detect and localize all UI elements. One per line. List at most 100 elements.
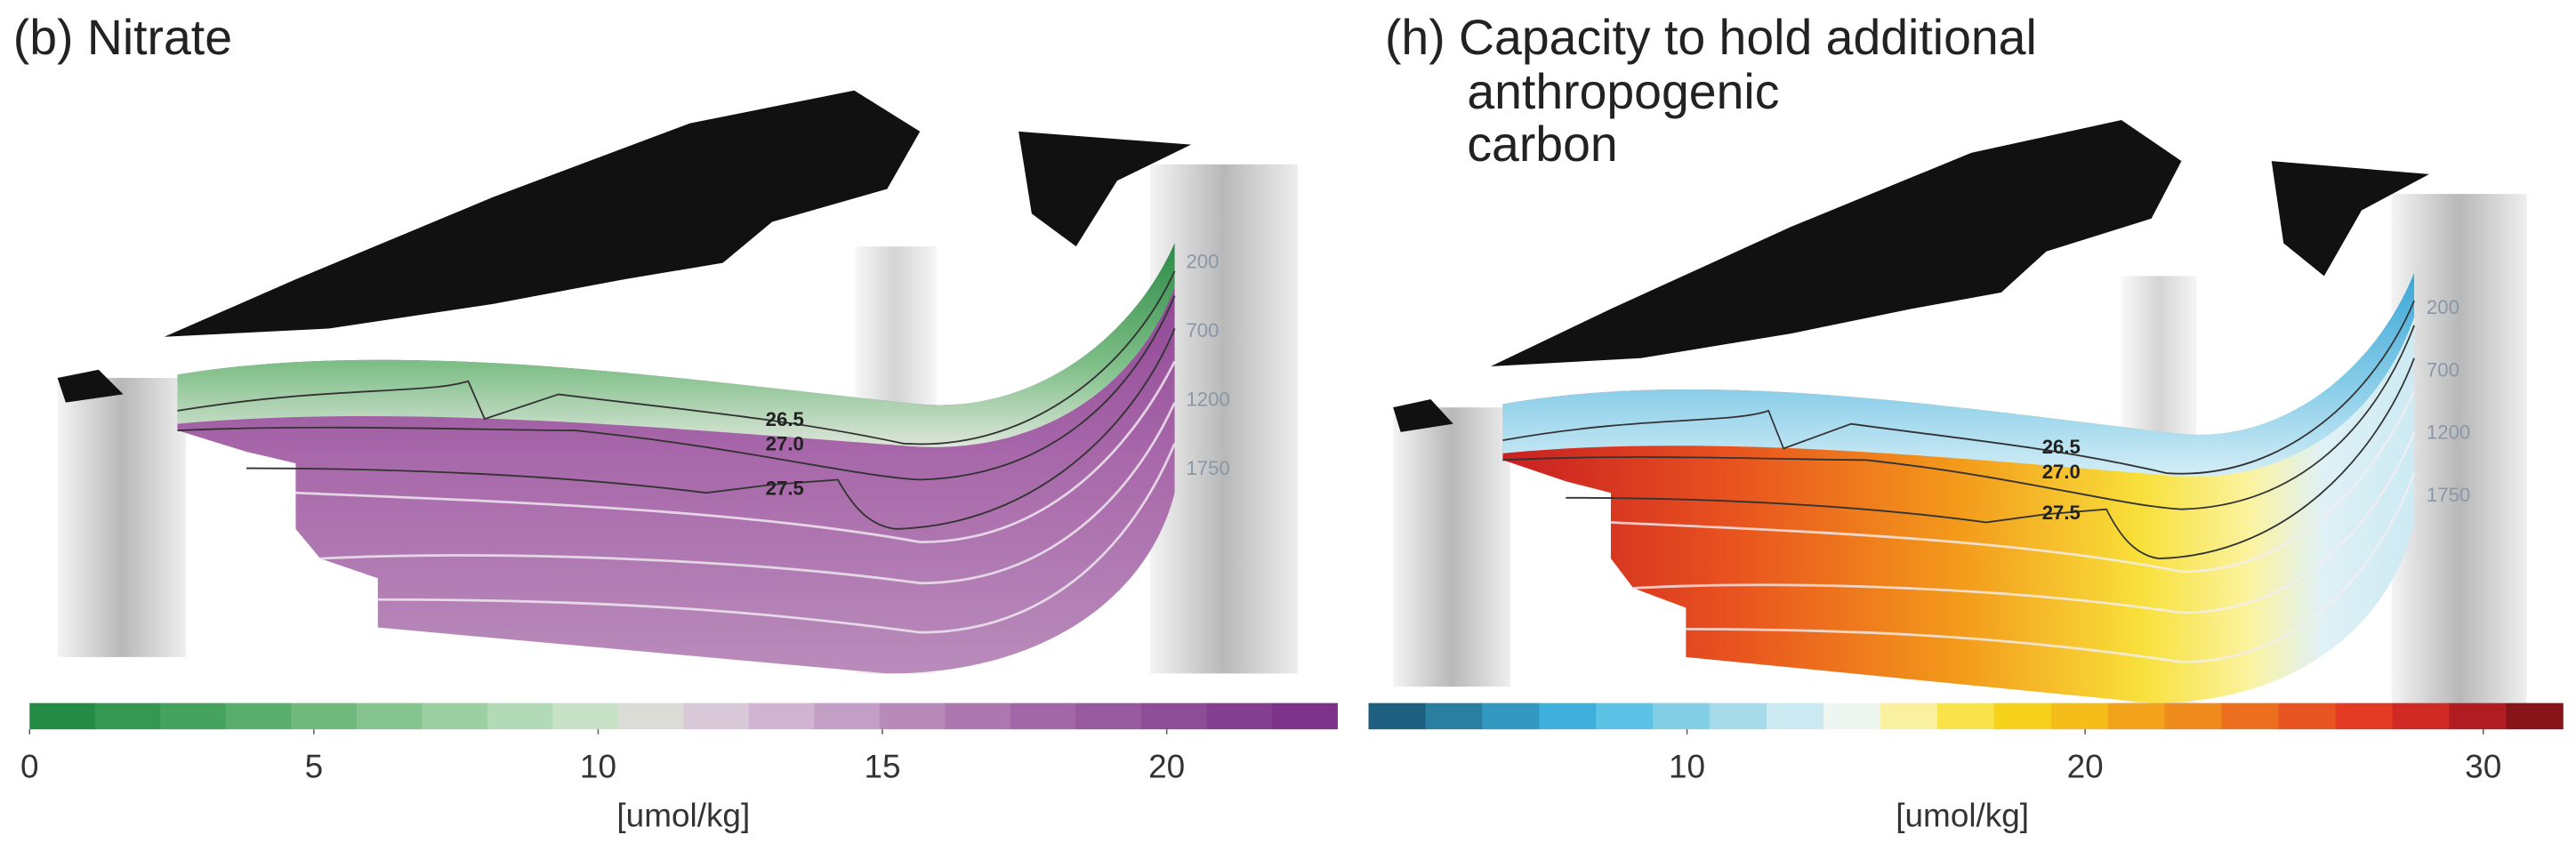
contour-label: 27.5: [2042, 502, 2081, 524]
colorbar-segment: [1823, 702, 1881, 730]
density-contour: [177, 270, 1176, 446]
colorbar-segment: [1140, 702, 1207, 730]
density-contour: [246, 328, 1176, 530]
depth-label: 700: [2427, 358, 2459, 381]
colorbar-segment: [1993, 702, 2052, 730]
panel-title: (b) Nitrate: [13, 10, 232, 65]
contour-label: 27.0: [766, 433, 804, 455]
colorbar-segment: [1710, 702, 1767, 730]
colorbar-segment: [356, 702, 423, 730]
colorbar-segment: [94, 702, 161, 730]
depth-line: [1686, 472, 2416, 663]
depth-label: 200: [1186, 251, 1219, 273]
land: [57, 369, 124, 403]
colorbar-segment: [945, 702, 1011, 730]
colorbar-segment: [29, 702, 96, 730]
colorbar-segment: [1767, 702, 1824, 730]
colorbar-segment: [291, 702, 358, 730]
depth-label: 1750: [2427, 484, 2470, 506]
curtain: [1393, 407, 1510, 687]
density-contour: [1502, 300, 2415, 475]
land: [2271, 161, 2429, 277]
depth-line: [1633, 431, 2416, 614]
colorbar-segment: [2164, 702, 2223, 730]
colorbar: 10 20 30 [umol/kg]: [1368, 702, 2564, 834]
colorbar-segment: [2278, 702, 2337, 730]
colorbar-label: [umol/kg]: [1896, 798, 2029, 834]
land: [1490, 119, 2182, 367]
density-contour: [1566, 357, 2415, 560]
colorbar-segment: [2050, 702, 2109, 730]
colorbar-segment: [1425, 702, 1483, 730]
colorbar-tick-label: 0: [20, 748, 39, 784]
colorbar-tick-label: 10: [1669, 748, 1705, 784]
colorbar-tick-label: 10: [580, 748, 616, 784]
depth-line: [295, 360, 1176, 544]
colorbar-segment: [1206, 702, 1273, 730]
land: [1018, 131, 1192, 247]
colorbar-segment: [1271, 702, 1338, 730]
land: [164, 90, 921, 337]
colorbar-segment: [1880, 702, 1938, 730]
panel: (h) Capacity to hold additionalanthropog…: [1368, 10, 2564, 834]
panel-title: carbon: [1467, 116, 1617, 172]
colorbar-segment: [617, 702, 684, 730]
panel: (b) Nitrate 26.5 27.0 27.5 200 700 1200 1750 0 5 1…: [13, 10, 1338, 834]
colorbar-segment: [160, 702, 227, 730]
depth-line: [320, 402, 1176, 585]
contour-label: 26.5: [766, 408, 804, 430]
colorbar-segment: [879, 702, 946, 730]
colorbar-segment: [814, 702, 881, 730]
colorbar-segment: [225, 702, 292, 730]
contour-label: 27.0: [2042, 461, 2081, 483]
colorbar-label: [umol/kg]: [616, 798, 750, 834]
depth-line: [377, 443, 1176, 634]
depth-label: 1200: [2427, 421, 2470, 444]
contour-label: 27.5: [766, 477, 804, 499]
colorbar-segment: [748, 702, 815, 730]
colorbar-segment: [2221, 702, 2280, 730]
colorbar-tick-label: 5: [305, 748, 324, 784]
depth-label: 1750: [1186, 457, 1229, 479]
land: [1393, 398, 1453, 432]
density-contour: [177, 295, 1176, 481]
colorbar-segment: [1010, 702, 1076, 730]
section-top-band: [177, 243, 1175, 447]
colorbar-tick-label: 15: [865, 748, 901, 784]
colorbar: 0 5 10 15 20 [umol/kg]: [20, 702, 1338, 834]
section-body: [177, 243, 1175, 674]
depth-line: [1610, 390, 2416, 574]
colorbar-segment: [683, 702, 750, 730]
ocean-section-scene: [1393, 119, 2527, 703]
colorbar-segment: [2449, 702, 2507, 730]
colorbar-segment: [1539, 702, 1597, 730]
section-body: [1502, 272, 2415, 703]
colorbar-segment: [2506, 702, 2564, 730]
ocean-section-scene: [57, 90, 1299, 674]
colorbar-tick-label: 30: [2465, 748, 2501, 784]
depth-label: 1200: [1186, 389, 1229, 411]
density-contour: [1502, 325, 2415, 510]
curtain: [57, 377, 186, 657]
colorbar-segment: [1596, 702, 1654, 730]
colorbar-segment: [1936, 702, 1995, 730]
colorbar-segment: [1653, 702, 1711, 730]
colorbar-segment: [1075, 702, 1142, 730]
colorbar-segment: [487, 702, 553, 730]
colorbar-segment: [2335, 702, 2393, 730]
colorbar-segment: [422, 702, 488, 730]
colorbar-segment: [2392, 702, 2450, 730]
colorbar-segment: [552, 702, 619, 730]
colorbar-tick-label: 20: [1148, 748, 1185, 784]
panel-title: (h) Capacity to hold additional: [1385, 10, 2037, 65]
panel-title: anthropogenic: [1467, 64, 1779, 119]
depth-label: 200: [2427, 296, 2459, 318]
colorbar-segment: [2107, 702, 2166, 730]
section-top-band: [1502, 272, 2415, 478]
contour-label: 26.5: [2042, 436, 2081, 458]
colorbar-segment: [1368, 702, 1426, 730]
depth-label: 700: [1186, 319, 1219, 341]
colorbar-segment: [1482, 702, 1540, 730]
colorbar-tick-label: 20: [2067, 748, 2104, 784]
